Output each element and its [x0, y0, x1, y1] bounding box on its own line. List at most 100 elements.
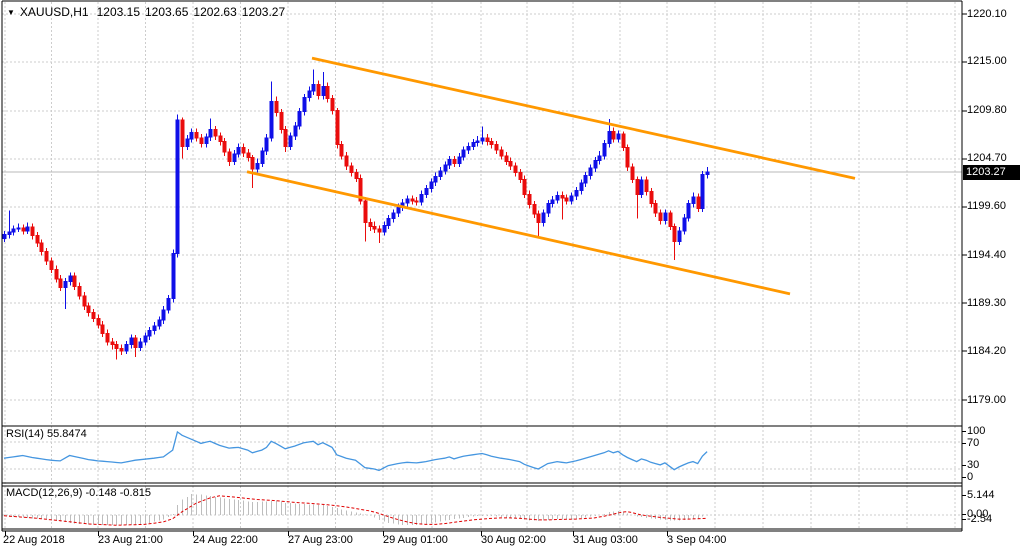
candle	[457, 153, 462, 168]
candle	[564, 194, 569, 205]
candle	[541, 209, 546, 227]
candle	[391, 209, 396, 223]
time-axis-label: 30 Aug 02:00	[481, 534, 546, 546]
candle	[686, 199, 691, 222]
candle	[466, 142, 471, 154]
candle	[246, 149, 251, 162]
quote-low: 1202.63	[193, 5, 237, 19]
candle	[419, 190, 424, 206]
candle	[433, 172, 438, 186]
candle	[574, 186, 579, 200]
rsi-scale-label: 30	[967, 459, 980, 471]
candle	[672, 223, 677, 261]
candle	[382, 221, 387, 236]
candle	[696, 193, 701, 213]
candle	[405, 195, 410, 207]
price-axis-label: 1215.00	[967, 55, 1007, 68]
candle	[302, 93, 307, 116]
price-axis-label: 1204.70	[967, 152, 1007, 165]
trendline-channel-lower[interactable]	[246, 170, 791, 296]
price-axis-label: 1209.80	[967, 104, 1007, 117]
candle	[522, 175, 527, 199]
candle	[21, 224, 26, 235]
candle	[658, 209, 663, 225]
candle	[504, 152, 509, 166]
candle	[536, 210, 541, 237]
candle	[386, 214, 391, 230]
candle	[49, 257, 54, 274]
candle	[443, 161, 448, 175]
candle	[77, 282, 82, 300]
candle	[124, 340, 129, 354]
candle	[630, 163, 635, 184]
current-price-tag: 1203.27	[963, 165, 1020, 180]
candle	[143, 332, 148, 346]
macd-value: -0.148	[85, 487, 117, 499]
price-axis-label: 1194.40	[967, 248, 1006, 261]
candle	[105, 329, 110, 346]
candle	[157, 316, 162, 330]
rsi-indicator-label: RSI(14) 55.8474	[6, 428, 87, 440]
candle	[555, 191, 560, 204]
candle	[368, 218, 373, 231]
macd-scale-label: 0.00	[967, 508, 989, 520]
candle	[152, 322, 157, 335]
candle	[35, 231, 40, 247]
candle	[91, 308, 96, 323]
candle	[354, 168, 359, 183]
price-axis-label: 1199.60	[967, 200, 1006, 213]
candle	[588, 164, 593, 180]
candle	[2, 230, 7, 243]
current-price-tag-text: 1203.27	[966, 166, 1006, 178]
trendline-channel-upper[interactable]	[311, 56, 856, 180]
rsi-name: RSI(14)	[6, 428, 44, 440]
quote-open: 1203.15	[96, 5, 140, 19]
candle	[339, 140, 344, 160]
candle	[86, 302, 91, 317]
candle	[489, 137, 494, 149]
candle	[114, 340, 119, 360]
price-axis-label: 1184.20	[967, 344, 1006, 357]
candle	[471, 138, 476, 151]
candle	[583, 171, 588, 187]
candle	[250, 154, 255, 188]
panel-borders	[1, 0, 967, 536]
candle	[236, 143, 241, 158]
candle	[189, 128, 194, 143]
candle	[691, 192, 696, 208]
macd-scale-label: 5.144	[967, 489, 995, 501]
macd-signal-line	[3, 495, 708, 526]
candle	[58, 275, 63, 292]
candle	[63, 277, 68, 309]
candle	[560, 191, 565, 220]
candle	[68, 272, 73, 286]
time-axis-label: 22 Aug 2018	[3, 534, 65, 546]
candle	[414, 197, 419, 206]
candle	[218, 132, 223, 146]
quote-high: 1203.65	[145, 5, 189, 19]
candle	[264, 134, 269, 155]
candle	[147, 326, 152, 340]
time-axis-label: 27 Aug 23:00	[288, 534, 353, 546]
candle	[569, 192, 574, 205]
candle	[30, 223, 35, 240]
candle	[175, 114, 180, 258]
candle	[700, 170, 705, 213]
time-axis-label: 23 Aug 21:00	[98, 534, 163, 546]
candle	[653, 199, 658, 217]
candle	[44, 247, 49, 265]
candle	[475, 136, 480, 147]
symbol-dropdown-icon[interactable]: ▼	[7, 8, 15, 17]
candle	[621, 131, 626, 152]
candle	[185, 135, 190, 151]
candles	[2, 69, 710, 360]
candle	[377, 225, 382, 244]
price-axis-label: 1220.10	[967, 7, 1007, 20]
candle	[279, 108, 284, 134]
time-axis-label: 3 Sep 04:00	[667, 534, 727, 546]
candle	[82, 292, 87, 310]
candle	[499, 146, 504, 160]
time-axis-label: 31 Aug 03:00	[573, 534, 638, 546]
